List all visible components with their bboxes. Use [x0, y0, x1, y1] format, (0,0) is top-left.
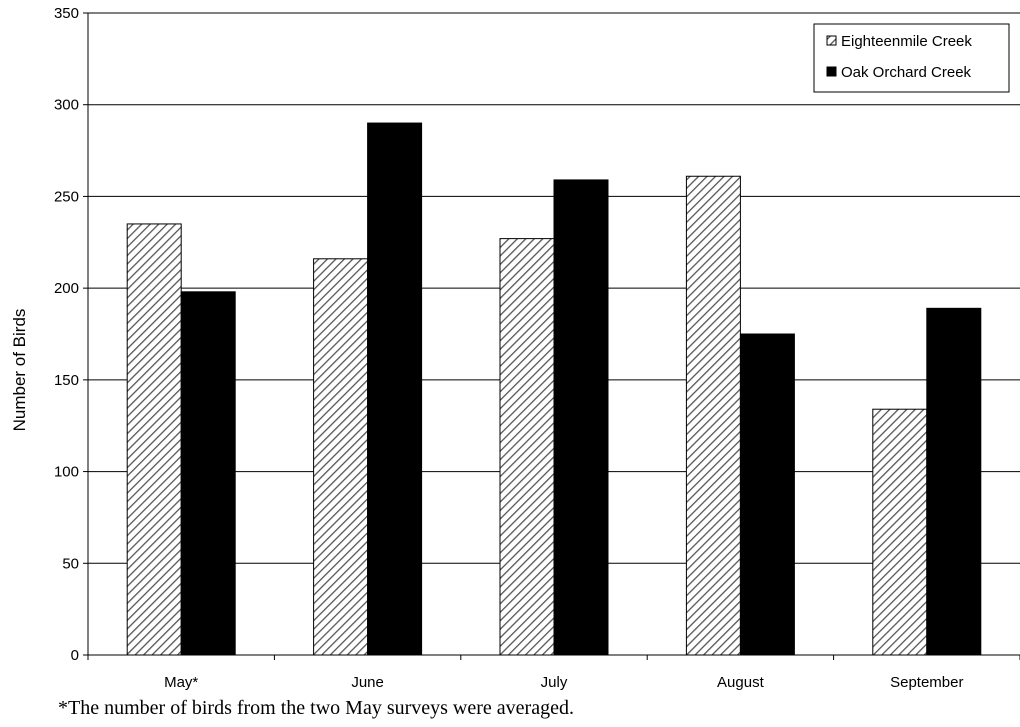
- bar-eighteenmile: [685, 175, 741, 656]
- y-tick-label: 100: [54, 464, 79, 481]
- y-tick-label: 0: [71, 647, 79, 664]
- axes: 0 50 100 150 200 250 300 350 May* June July August S…: [54, 5, 1020, 691]
- legend-box: [813, 23, 1010, 93]
- legend-label-eighteenmile: Eighteenmile Creek: [841, 33, 972, 50]
- legend: Eighteenmile Creek Oak Orchard Creek: [813, 23, 1010, 93]
- bar-eighteenmile: [313, 258, 369, 656]
- y-tick-label: 200: [54, 280, 79, 297]
- bar-oak-orchard: [180, 291, 236, 656]
- x-tick-label: July: [541, 674, 568, 691]
- legend-swatch-oak-orchard: [826, 66, 837, 77]
- bar-eighteenmile: [499, 238, 555, 656]
- bar-eighteenmile: [126, 223, 182, 656]
- y-tick-label: 250: [54, 188, 79, 205]
- y-tick-label: 150: [54, 372, 79, 389]
- x-tick-label: September: [890, 674, 963, 691]
- legend-label-oak-orchard: Oak Orchard Creek: [841, 64, 972, 81]
- y-axis-title: Number of Birds: [10, 309, 29, 432]
- footnote: *The number of birds from the two May su…: [58, 697, 574, 719]
- bar-eighteenmile: [872, 408, 928, 656]
- x-tick-label: June: [351, 674, 384, 691]
- y-tick-label: 50: [62, 555, 79, 572]
- bars: [126, 122, 982, 656]
- x-tick-label: May*: [164, 674, 198, 691]
- x-tick-label: August: [717, 674, 765, 691]
- y-tick-label: 350: [54, 5, 79, 22]
- y-tick-label: 300: [54, 97, 79, 114]
- bar-oak-orchard: [739, 333, 795, 656]
- bar-chart: 0 50 100 150 200 250 300 350 May* June July August S…: [10, 5, 1020, 691]
- bar-oak-orchard: [367, 122, 423, 656]
- bar-oak-orchard: [553, 179, 609, 656]
- legend-swatch-eighteenmile: [826, 35, 837, 46]
- bar-oak-orchard: [926, 307, 982, 656]
